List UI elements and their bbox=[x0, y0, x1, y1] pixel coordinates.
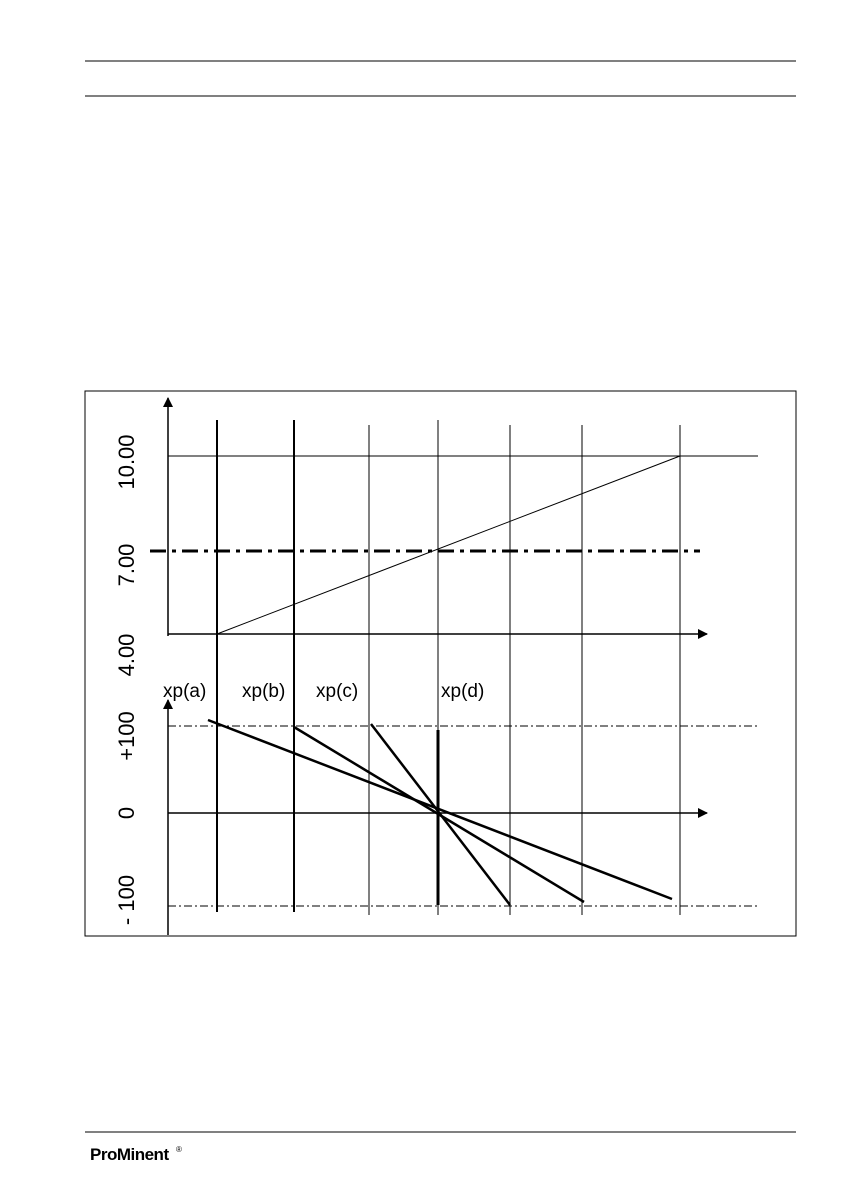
axis-label: +100 bbox=[114, 711, 139, 761]
logo-mark: ® bbox=[176, 1145, 182, 1154]
xp-label: xp(a) bbox=[163, 681, 206, 702]
axis-label: - 100 bbox=[114, 875, 139, 925]
xp-label: xp(d) bbox=[441, 681, 484, 702]
axis-label: 10.00 bbox=[114, 434, 139, 489]
xp-label: xp(b) bbox=[242, 681, 285, 702]
control-line bbox=[207, 718, 673, 901]
axis-label: 7.00 bbox=[114, 544, 139, 587]
diagram-frame bbox=[84, 390, 797, 937]
diagram: 10.00 7.00 4.00 +100 0 - 100 xp(a) xp(b)… bbox=[84, 390, 797, 937]
axis-label: 4.00 bbox=[114, 634, 139, 677]
axis-label: 0 bbox=[114, 807, 139, 819]
control-line bbox=[370, 723, 511, 906]
xp-label: xp(c) bbox=[316, 681, 358, 702]
logo: ProMinent bbox=[90, 1145, 169, 1164]
